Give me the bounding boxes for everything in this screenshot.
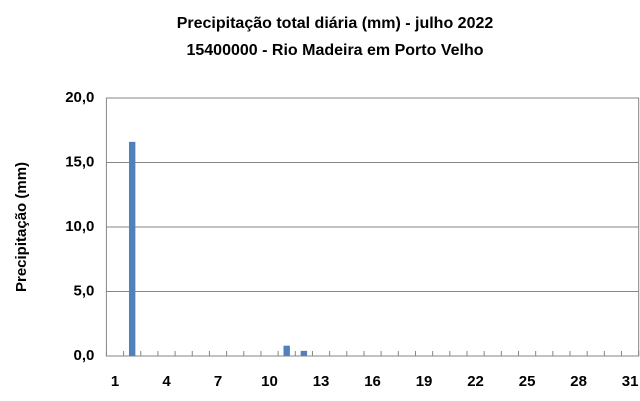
x-tick-label: 28 [570,373,587,390]
x-tick-label: 1 [111,373,119,390]
plot-border [105,97,640,357]
x-tick-label: 13 [313,373,330,390]
x-tick-label: 7 [214,373,222,390]
x-tick-label: 16 [364,373,381,390]
bar [128,141,136,356]
x-tick-label: 25 [519,373,536,390]
bar [300,350,308,356]
chart-subtitle: 15400000 - Rio Madeira em Porto Velho [186,42,483,59]
y-tick-label: 0,0 [74,347,95,364]
chart-title: Precipitação total diária (mm) - julho 2… [177,15,494,32]
y-tick-label: 15,0 [65,153,94,170]
x-tick-label: 10 [261,373,278,390]
y-axis-label: Precipitação (mm) [13,162,30,292]
y-tick-label: 20,0 [65,89,94,106]
y-tick-label: 10,0 [65,218,94,235]
bar [283,345,290,356]
x-tick-label: 31 [622,373,639,390]
x-tick-label: 19 [416,373,433,390]
x-tick-label: 4 [162,373,171,390]
x-tick-label: 22 [467,373,484,390]
y-tick-label: 5,0 [74,282,95,299]
